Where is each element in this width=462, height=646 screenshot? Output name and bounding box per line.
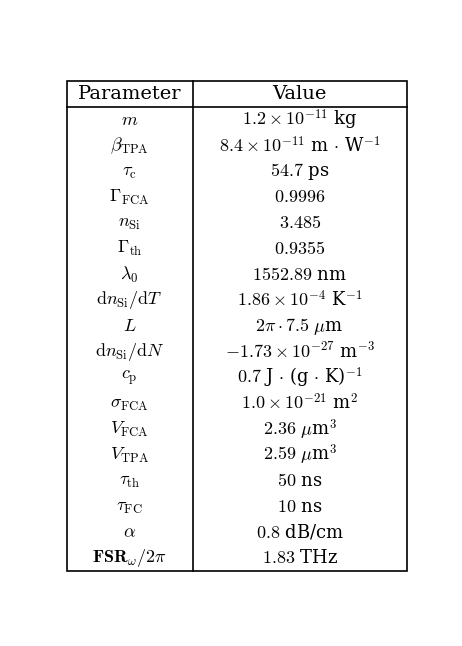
Text: $m$: $m$ [121,111,138,129]
Text: $V_\mathrm{TPA}$: $V_\mathrm{TPA}$ [110,446,149,464]
Text: $\beta_\mathrm{TPA}$: $\beta_\mathrm{TPA}$ [110,136,149,156]
Text: $1.86 \times 10^{-4}$ K$^{-1}$: $1.86 \times 10^{-4}$ K$^{-1}$ [237,290,363,311]
Text: $1.0 \times 10^{-21}$ m$^{2}$: $1.0 \times 10^{-21}$ m$^{2}$ [241,393,359,414]
Text: $50$ ns: $50$ ns [277,472,322,490]
Text: $1.83$ THz: $1.83$ THz [261,549,338,567]
Text: $n_\mathrm{Si}$: $n_\mathrm{Si}$ [118,214,141,232]
Text: $\alpha$: $\alpha$ [123,523,136,541]
Text: $54.7$ ps: $54.7$ ps [270,161,329,182]
Text: $0.9355$: $0.9355$ [274,240,325,258]
Text: $0.7$ J $\cdot$ (g $\cdot$ K)$^{-1}$: $0.7$ J $\cdot$ (g $\cdot$ K)$^{-1}$ [237,366,363,390]
Text: $2.59\ \mu$m$^{3}$: $2.59\ \mu$m$^{3}$ [263,443,337,467]
Text: $-1.73 \times 10^{-27}$ m$^{-3}$: $-1.73 \times 10^{-27}$ m$^{-3}$ [225,342,375,362]
Text: Parameter: Parameter [78,85,182,103]
Text: Value: Value [273,85,327,103]
Text: $3.485$: $3.485$ [279,214,321,232]
Text: $0.9996$: $0.9996$ [274,189,325,207]
Text: $V_\mathrm{FCA}$: $V_\mathrm{FCA}$ [110,420,149,439]
Text: $\lambda_0$: $\lambda_0$ [121,265,139,285]
Text: $\tau_\mathrm{FC}$: $\tau_\mathrm{FC}$ [116,497,143,516]
Text: $2.36\ \mu$m$^{3}$: $2.36\ \mu$m$^{3}$ [263,417,337,441]
Text: $1.2 \times 10^{-11}$ kg: $1.2 \times 10^{-11}$ kg [242,108,358,132]
Text: $\Gamma_\mathrm{FCA}$: $\Gamma_\mathrm{FCA}$ [109,188,150,207]
Text: $\mathrm{d}n_\mathrm{Si}/\mathrm{d}T$: $\mathrm{d}n_\mathrm{Si}/\mathrm{d}T$ [97,289,163,311]
Text: $\tau_\mathrm{th}$: $\tau_\mathrm{th}$ [119,472,140,490]
Text: $\mathrm{d}n_\mathrm{Si}/\mathrm{d}N$: $\mathrm{d}n_\mathrm{Si}/\mathrm{d}N$ [95,341,164,363]
Text: $c_\mathrm{p}$: $c_\mathrm{p}$ [122,368,138,387]
Text: $1552.89$ nm: $1552.89$ nm [252,266,347,284]
Text: $\Gamma_\mathrm{th}$: $\Gamma_\mathrm{th}$ [117,240,142,258]
Text: $\sigma_\mathrm{FCA}$: $\sigma_\mathrm{FCA}$ [110,395,149,413]
Text: $2\pi \cdot 7.5\ \mu$m: $2\pi \cdot 7.5\ \mu$m [255,316,344,337]
Text: $\mathbf{FSR}_\omega/2\pi$: $\mathbf{FSR}_\omega/2\pi$ [92,547,167,569]
Text: $L$: $L$ [123,317,136,335]
Text: $8.4 \times 10^{-11}$ m $\cdot$ W$^{-1}$: $8.4 \times 10^{-11}$ m $\cdot$ W$^{-1}$ [219,136,381,156]
Text: $10$ ns: $10$ ns [277,497,322,516]
Text: $0.8$ dB/cm: $0.8$ dB/cm [255,523,344,542]
Text: $\tau_\mathrm{c}$: $\tau_\mathrm{c}$ [122,163,137,181]
